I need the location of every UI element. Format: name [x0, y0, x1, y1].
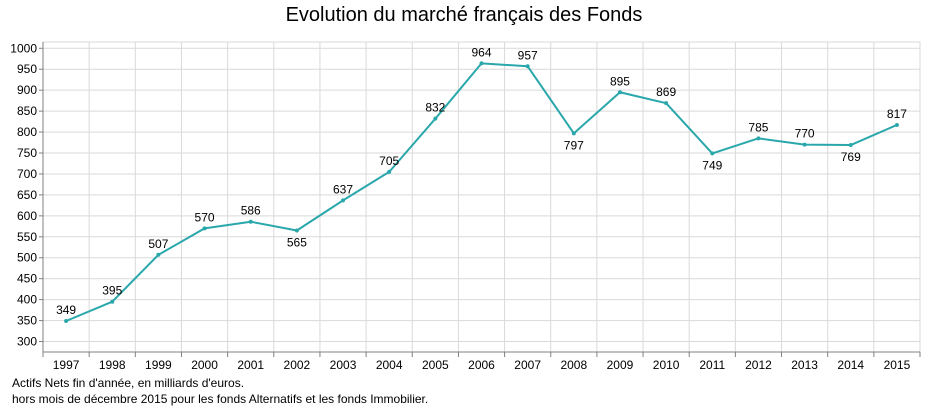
gridlines — [42, 42, 921, 352]
data-label: 507 — [148, 237, 168, 251]
y-tick-label: 950 — [17, 62, 37, 76]
data-label: 565 — [287, 236, 307, 250]
y-tick-label: 500 — [17, 251, 37, 265]
data-point — [525, 64, 530, 69]
y-tick-label: 550 — [17, 230, 37, 244]
data-label: 637 — [333, 182, 353, 196]
x-tick-label: 2008 — [560, 358, 587, 372]
data-point — [387, 169, 392, 174]
plot-area-border — [42, 41, 921, 353]
data-label: 769 — [841, 150, 861, 164]
x-tick-label: 1998 — [99, 358, 126, 372]
data-label: 785 — [748, 120, 768, 134]
data-point — [110, 299, 115, 304]
data-point — [571, 131, 576, 136]
x-tick-label: 2015 — [884, 358, 911, 372]
y-tick-label: 350 — [17, 314, 37, 328]
x-tick-label: 2005 — [422, 358, 449, 372]
data-label: 957 — [518, 48, 538, 62]
data-label: 895 — [610, 74, 630, 88]
axes — [39, 41, 921, 357]
data-label: 964 — [471, 45, 491, 59]
data-label: 817 — [887, 107, 907, 121]
x-tick-label: 2013 — [791, 358, 818, 372]
data-point — [664, 101, 669, 106]
data-label: 749 — [702, 158, 722, 172]
data-label: 395 — [102, 284, 122, 298]
data-point — [802, 142, 807, 147]
x-tick-label: 1997 — [53, 358, 80, 372]
y-tick-label: 450 — [17, 272, 37, 286]
x-tick-label: 1999 — [145, 358, 172, 372]
x-tick-label: 2003 — [330, 358, 357, 372]
data-point — [479, 61, 484, 66]
data-label: 586 — [241, 204, 261, 218]
data-point — [433, 116, 438, 121]
y-tick-label: 1000 — [10, 41, 37, 55]
data-point — [617, 90, 622, 95]
x-tick-label: 2009 — [607, 358, 634, 372]
data-labels: 349 395 507 570 586 565 637 705 832 964 957 797 895 8… — [56, 45, 907, 317]
x-tick-label: 2012 — [745, 358, 772, 372]
y-tick-label: 300 — [17, 335, 37, 349]
data-point — [756, 136, 761, 141]
data-label: 869 — [656, 85, 676, 99]
data-point — [156, 252, 161, 257]
x-tick-label: 2006 — [468, 358, 495, 372]
data-label: 832 — [425, 101, 445, 115]
data-point — [848, 143, 853, 148]
y-tick-label: 800 — [17, 125, 37, 139]
y-tick-label: 900 — [17, 83, 37, 97]
x-tick-label: 2011 — [699, 358, 725, 372]
x-tick-label: 2010 — [653, 358, 680, 372]
data-point — [710, 151, 715, 156]
y-axis-ticks: 300 350 400 450 500 550 600 650 700 750 800 850 900 9… — [10, 41, 37, 348]
x-tick-label: 2004 — [376, 358, 403, 372]
data-label: 770 — [795, 127, 815, 141]
x-axis-ticks: 1997 1998 1999 2000 2001 2002 2003 2004 2005 2006… — [53, 358, 911, 372]
x-tick-label: 2014 — [837, 358, 864, 372]
x-tick-label: 2000 — [191, 358, 218, 372]
data-point — [894, 122, 899, 127]
footnote-units: Actifs Nets fin d'année, en milliards d'… — [12, 376, 245, 390]
data-label: 797 — [564, 138, 584, 152]
data-point — [202, 226, 207, 231]
chart-title: Evolution du marché français des Fonds — [285, 4, 643, 26]
y-tick-label: 600 — [17, 209, 37, 223]
series-line — [65, 62, 898, 322]
x-tick-label: 2002 — [284, 358, 311, 372]
data-label: 705 — [379, 154, 399, 168]
data-label: 349 — [56, 303, 76, 317]
y-tick-label: 750 — [17, 146, 37, 160]
data-point — [294, 228, 299, 233]
data-point — [341, 198, 346, 203]
data-point — [64, 319, 69, 323]
y-tick-label: 650 — [17, 188, 37, 202]
footnote-exclusion: hors mois de décembre 2015 pour les fond… — [12, 392, 429, 406]
y-tick-label: 400 — [17, 293, 37, 307]
y-tick-label: 700 — [17, 167, 37, 181]
data-point — [248, 219, 253, 224]
series-line-group — [64, 61, 899, 323]
data-label: 570 — [195, 210, 215, 224]
y-tick-label: 850 — [17, 104, 37, 118]
x-tick-label: 2001 — [237, 358, 264, 372]
x-tick-label: 2007 — [514, 358, 541, 372]
